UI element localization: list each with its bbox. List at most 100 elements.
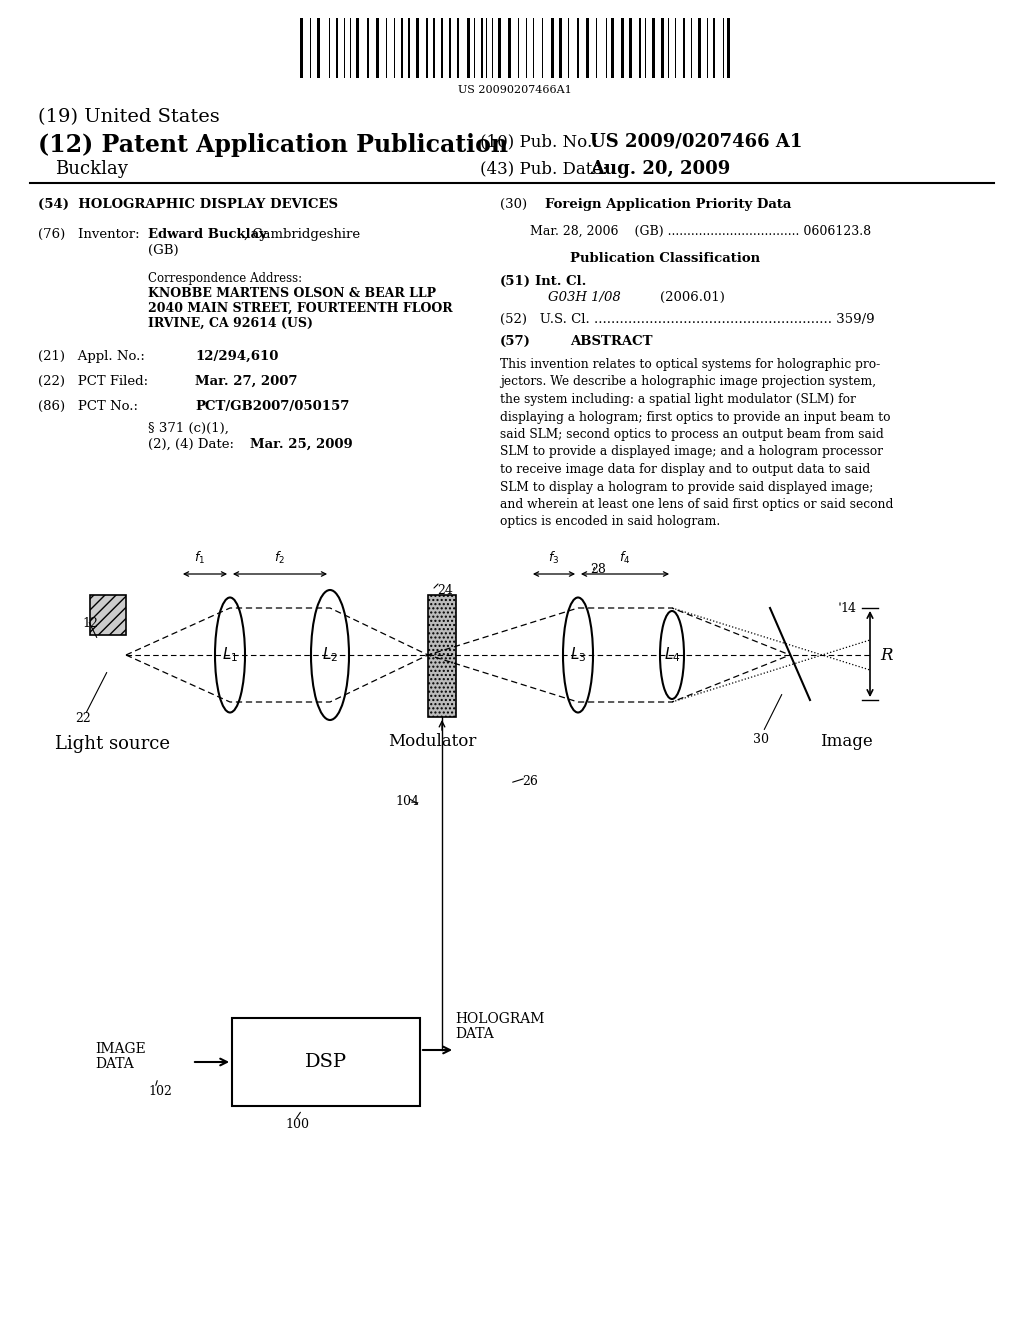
Text: (21)   Appl. No.:: (21) Appl. No.:: [38, 350, 144, 363]
Bar: [336, 18, 338, 78]
Text: PCT/GB2007/050157: PCT/GB2007/050157: [195, 400, 349, 413]
Bar: [662, 18, 664, 78]
Text: (12) Patent Application Publication: (12) Patent Application Publication: [38, 133, 508, 157]
Text: Light source: Light source: [55, 735, 170, 752]
Text: 12/294,610: 12/294,610: [195, 350, 279, 363]
Text: 28: 28: [590, 564, 606, 576]
Text: DATA: DATA: [455, 1027, 494, 1041]
Bar: [481, 18, 483, 78]
Text: (22)   PCT Filed:: (22) PCT Filed:: [38, 375, 148, 388]
Text: $L_3$: $L_3$: [569, 645, 586, 664]
Text: (86)   PCT No.:: (86) PCT No.:: [38, 400, 138, 413]
Text: KNOBBE MARTENS OLSON & BEAR LLP: KNOBBE MARTENS OLSON & BEAR LLP: [148, 286, 436, 300]
Text: HOLOGRAM: HOLOGRAM: [455, 1012, 545, 1026]
Text: $f_4$: $f_4$: [620, 550, 631, 566]
Bar: [367, 18, 369, 78]
Ellipse shape: [660, 611, 684, 700]
Text: US 20090207466A1: US 20090207466A1: [458, 84, 571, 95]
Text: 102: 102: [148, 1085, 172, 1098]
Text: (GB): (GB): [148, 244, 178, 257]
Bar: [232, 1018, 420, 1106]
Text: (30): (30): [500, 198, 527, 211]
Text: 14: 14: [840, 602, 856, 615]
Bar: [559, 18, 562, 78]
Text: (2), (4) Date:: (2), (4) Date:: [148, 438, 234, 451]
Text: $f_2$: $f_2$: [274, 550, 286, 566]
Text: Int. Cl.: Int. Cl.: [535, 275, 587, 288]
Text: ABSTRACT: ABSTRACT: [570, 335, 652, 348]
Bar: [713, 18, 715, 78]
Text: $f_1$: $f_1$: [195, 550, 206, 566]
Bar: [683, 18, 685, 78]
Text: § 371 (c)(1),: § 371 (c)(1),: [148, 422, 229, 436]
Text: Mar. 25, 2009: Mar. 25, 2009: [250, 438, 352, 451]
Text: 104: 104: [395, 795, 419, 808]
Text: This invention relates to optical systems for holographic pro-
jectors. We descr: This invention relates to optical system…: [500, 358, 893, 528]
Bar: [433, 18, 435, 78]
Text: Image: Image: [820, 733, 872, 750]
Bar: [300, 18, 303, 78]
Bar: [551, 18, 554, 78]
Text: (43) Pub. Date:: (43) Pub. Date:: [480, 160, 608, 177]
Bar: [356, 18, 359, 78]
Bar: [426, 18, 428, 78]
Bar: [698, 18, 701, 78]
Text: Publication Classification: Publication Classification: [570, 252, 760, 265]
Text: US 2009/0207466 A1: US 2009/0207466 A1: [590, 133, 803, 150]
Text: Edward Bucklay: Edward Bucklay: [148, 228, 267, 242]
Bar: [441, 18, 443, 78]
Bar: [639, 18, 641, 78]
Text: 100: 100: [285, 1118, 309, 1131]
Text: G03H 1/08: G03H 1/08: [548, 290, 621, 304]
Text: (76)   Inventor:: (76) Inventor:: [38, 228, 139, 242]
Text: (52)   U.S. Cl. ........................................................ 359/9: (52) U.S. Cl. ..........................…: [500, 313, 874, 326]
Bar: [376, 18, 379, 78]
Bar: [467, 18, 470, 78]
Bar: [652, 18, 655, 78]
Bar: [611, 18, 614, 78]
Bar: [428, 595, 456, 717]
Bar: [90, 595, 126, 635]
Ellipse shape: [215, 598, 245, 713]
Bar: [408, 18, 410, 78]
Text: Mar. 27, 2007: Mar. 27, 2007: [195, 375, 298, 388]
Text: (2006.01): (2006.01): [660, 290, 725, 304]
Bar: [317, 18, 319, 78]
Bar: [508, 18, 511, 78]
Bar: [586, 18, 589, 78]
Text: R: R: [880, 647, 893, 664]
Text: , Cambridgeshire: , Cambridgeshire: [244, 228, 360, 242]
Text: (19) United States: (19) United States: [38, 108, 220, 125]
Text: DATA: DATA: [95, 1057, 134, 1071]
Text: Aug. 20, 2009: Aug. 20, 2009: [590, 160, 730, 178]
Bar: [416, 18, 419, 78]
Text: 2040 MAIN STREET, FOURTEENTH FLOOR: 2040 MAIN STREET, FOURTEENTH FLOOR: [148, 302, 453, 315]
Text: 26: 26: [522, 775, 538, 788]
Text: $L_2$: $L_2$: [322, 645, 338, 664]
Text: $L_4$: $L_4$: [664, 645, 680, 664]
Bar: [449, 18, 451, 78]
Text: $f_3$: $f_3$: [549, 550, 560, 566]
Text: 30: 30: [753, 733, 769, 746]
Text: IMAGE: IMAGE: [95, 1041, 145, 1056]
Text: $L_1$: $L_1$: [222, 645, 239, 664]
Text: 24: 24: [437, 583, 453, 597]
Text: Bucklay: Bucklay: [55, 160, 128, 178]
Ellipse shape: [311, 590, 349, 719]
Text: (51): (51): [500, 275, 531, 288]
Ellipse shape: [563, 598, 593, 713]
Bar: [401, 18, 403, 78]
Bar: [498, 18, 501, 78]
Text: Modulator: Modulator: [388, 733, 476, 750]
Text: IRVINE, CA 92614 (US): IRVINE, CA 92614 (US): [148, 317, 313, 330]
Bar: [727, 18, 730, 78]
Text: 12: 12: [82, 616, 98, 630]
Text: Correspondence Address:: Correspondence Address:: [148, 272, 302, 285]
Bar: [577, 18, 579, 78]
Text: 22: 22: [75, 711, 91, 725]
Text: Foreign Application Priority Data: Foreign Application Priority Data: [545, 198, 792, 211]
Text: (54)  HOLOGRAPHIC DISPLAY DEVICES: (54) HOLOGRAPHIC DISPLAY DEVICES: [38, 198, 338, 211]
Bar: [457, 18, 459, 78]
Bar: [621, 18, 624, 78]
Text: (57): (57): [500, 335, 530, 348]
